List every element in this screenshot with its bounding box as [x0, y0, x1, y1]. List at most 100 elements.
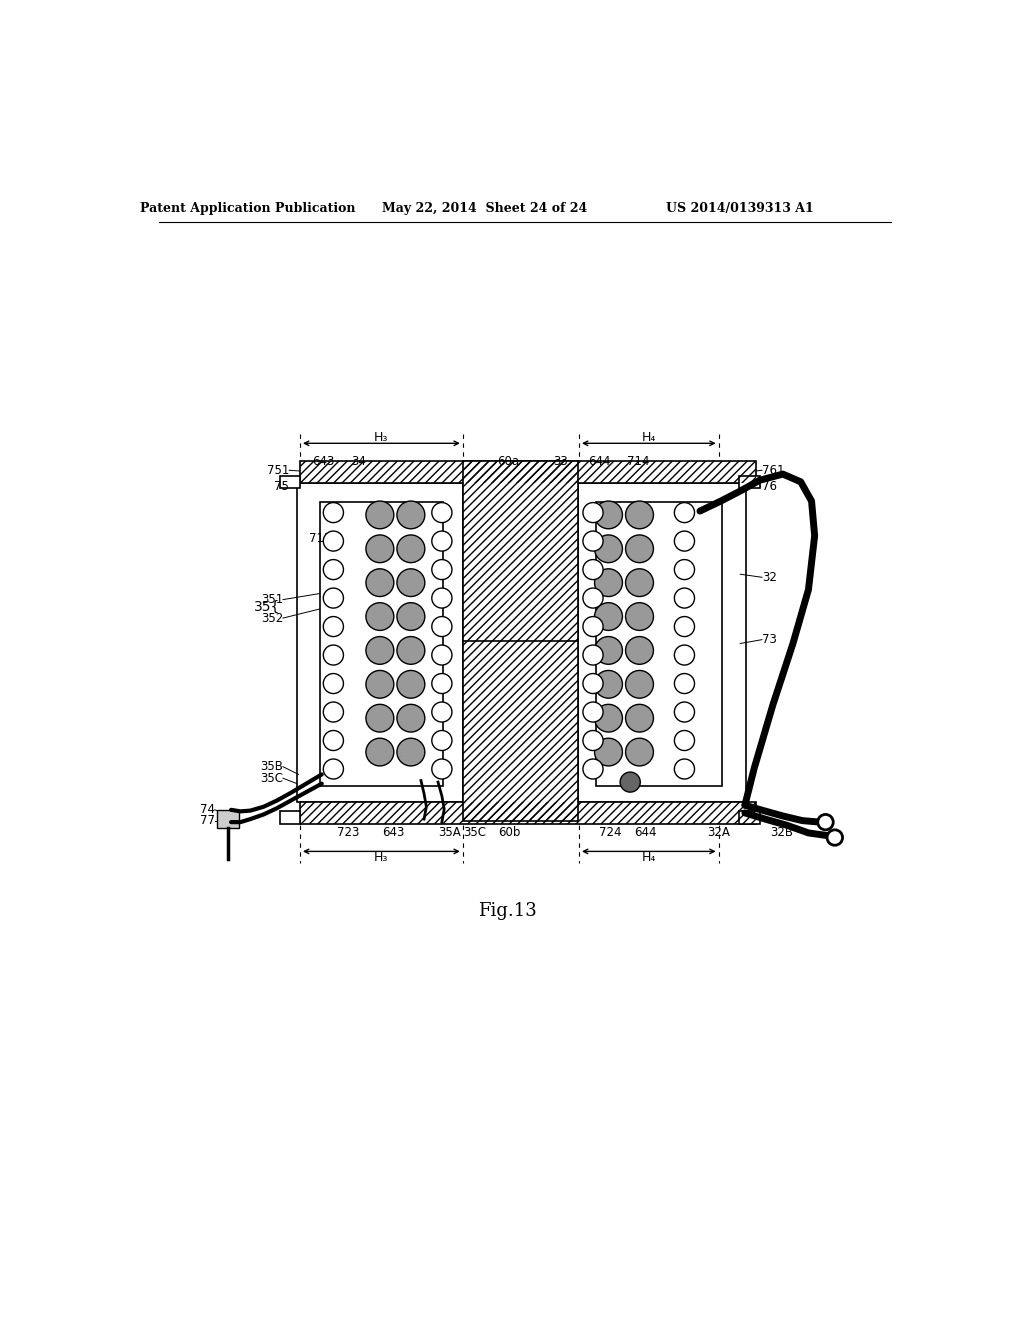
Text: 723: 723 — [337, 825, 359, 838]
Circle shape — [583, 560, 603, 579]
Circle shape — [397, 502, 425, 529]
Circle shape — [626, 671, 653, 698]
Circle shape — [621, 772, 640, 792]
Circle shape — [324, 503, 343, 523]
Text: 60b: 60b — [498, 825, 520, 838]
Bar — [463, 461, 578, 821]
Circle shape — [324, 645, 343, 665]
Circle shape — [675, 759, 694, 779]
Circle shape — [324, 589, 343, 609]
Circle shape — [366, 502, 394, 529]
Circle shape — [432, 645, 452, 665]
Circle shape — [595, 705, 623, 733]
Circle shape — [675, 730, 694, 751]
Text: 644: 644 — [588, 454, 610, 467]
Circle shape — [595, 671, 623, 698]
Circle shape — [675, 645, 694, 665]
Circle shape — [397, 569, 425, 597]
Circle shape — [366, 636, 394, 664]
Circle shape — [675, 560, 694, 579]
Circle shape — [366, 569, 394, 597]
Circle shape — [324, 673, 343, 693]
Text: 32: 32 — [762, 570, 777, 583]
Circle shape — [397, 705, 425, 733]
Circle shape — [595, 636, 623, 664]
Text: H₄: H₄ — [642, 430, 656, 444]
Circle shape — [583, 531, 603, 552]
Circle shape — [595, 738, 623, 766]
Text: H₄: H₄ — [642, 851, 656, 865]
Text: 761: 761 — [762, 463, 784, 477]
Circle shape — [432, 560, 452, 579]
Circle shape — [397, 636, 425, 664]
Circle shape — [397, 738, 425, 766]
Circle shape — [675, 702, 694, 722]
Circle shape — [626, 738, 653, 766]
Circle shape — [583, 673, 603, 693]
Circle shape — [366, 535, 394, 562]
Bar — [738, 475, 761, 488]
Text: 76: 76 — [762, 480, 777, 492]
Circle shape — [583, 503, 603, 523]
Circle shape — [432, 759, 452, 779]
Circle shape — [397, 535, 425, 562]
Circle shape — [324, 702, 343, 722]
Circle shape — [397, 671, 425, 698]
Circle shape — [595, 569, 623, 597]
Text: 35C: 35C — [260, 772, 283, 785]
Circle shape — [595, 603, 623, 631]
Circle shape — [397, 603, 425, 631]
Circle shape — [324, 730, 343, 751]
Circle shape — [675, 589, 694, 609]
Circle shape — [626, 705, 653, 733]
Text: 351: 351 — [261, 593, 283, 606]
Circle shape — [583, 759, 603, 779]
Text: 35B: 35B — [260, 760, 283, 774]
Circle shape — [366, 705, 394, 733]
Circle shape — [827, 830, 843, 845]
Text: May 22, 2014  Sheet 24 of 24: May 22, 2014 Sheet 24 of 24 — [382, 202, 587, 215]
Text: 352: 352 — [261, 611, 283, 624]
Text: 643: 643 — [312, 454, 335, 467]
Bar — [738, 812, 761, 824]
Circle shape — [432, 589, 452, 609]
Circle shape — [324, 759, 343, 779]
Text: Patent Application Publication: Patent Application Publication — [140, 202, 356, 215]
Circle shape — [675, 616, 694, 636]
Circle shape — [324, 560, 343, 579]
Circle shape — [675, 673, 694, 693]
Text: 60a: 60a — [497, 454, 519, 467]
Text: 714: 714 — [627, 454, 649, 467]
Text: 724: 724 — [599, 825, 622, 838]
Text: 32B: 32B — [770, 825, 793, 838]
Circle shape — [595, 502, 623, 529]
Bar — [596, 502, 722, 785]
Text: 77: 77 — [200, 814, 215, 828]
Circle shape — [324, 531, 343, 552]
Text: 644: 644 — [635, 825, 657, 838]
Circle shape — [583, 616, 603, 636]
Bar — [321, 502, 442, 785]
Circle shape — [595, 535, 623, 562]
Circle shape — [432, 730, 452, 751]
Bar — [217, 810, 239, 829]
Circle shape — [583, 645, 603, 665]
Bar — [297, 483, 463, 803]
Circle shape — [432, 702, 452, 722]
Text: 34: 34 — [351, 454, 367, 467]
Bar — [578, 483, 746, 803]
Text: 75: 75 — [274, 480, 289, 492]
Text: US 2014/0139313 A1: US 2014/0139313 A1 — [667, 202, 814, 215]
Circle shape — [432, 673, 452, 693]
Text: 33: 33 — [553, 454, 568, 467]
Text: Fig.13: Fig.13 — [478, 903, 538, 920]
Text: 35C: 35C — [463, 825, 486, 838]
Text: 74: 74 — [200, 804, 215, 816]
Bar — [300, 803, 756, 824]
Text: 713: 713 — [308, 532, 331, 545]
Circle shape — [366, 671, 394, 698]
Circle shape — [626, 569, 653, 597]
Circle shape — [432, 616, 452, 636]
Bar — [280, 812, 300, 824]
Circle shape — [626, 502, 653, 529]
